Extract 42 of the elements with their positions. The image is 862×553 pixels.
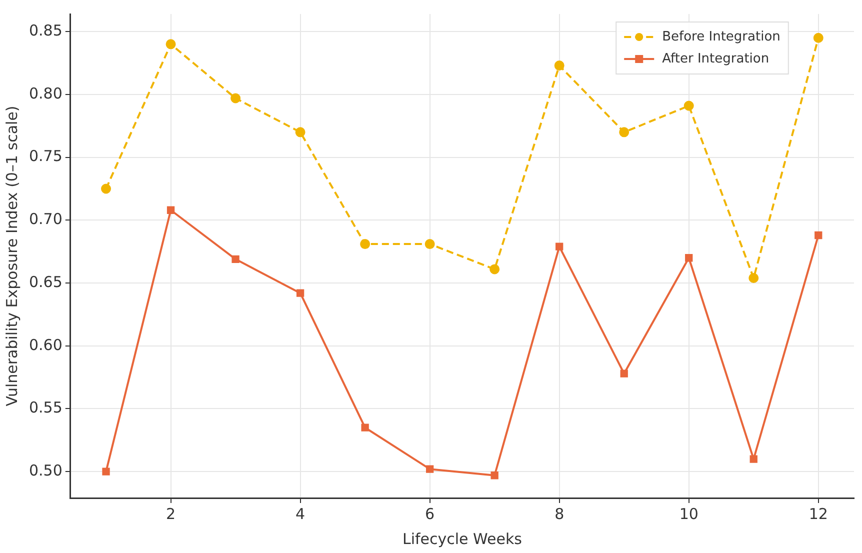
point (295, 127, 306, 138)
point (232, 255, 240, 263)
y-tick-label: 0.50 (28, 461, 62, 480)
point (490, 264, 500, 274)
x-tick-label: 8 (554, 504, 564, 523)
point (685, 254, 693, 262)
y-tick-label: 0.75 (28, 147, 62, 166)
point (684, 100, 694, 111)
point (813, 32, 824, 43)
point (426, 465, 434, 473)
y-tick-label: 0.85 (28, 21, 62, 40)
point (814, 231, 822, 240)
y-tick-label: 0.80 (28, 84, 62, 102)
x-tick-label: 2 (166, 504, 176, 523)
point (619, 127, 630, 138)
point (296, 289, 304, 297)
y-axis-title: Vulnerability Exposure Index (0–1 scale) (2, 106, 21, 406)
point (620, 370, 628, 378)
x-tick-label: 12 (808, 504, 828, 523)
x-tick-label: 4 (296, 504, 306, 523)
legend-label: After Integration (662, 51, 770, 66)
point (360, 239, 370, 250)
point (424, 239, 435, 250)
x-tick-label: 6 (425, 504, 435, 523)
x-tick-label: 10 (679, 504, 698, 523)
point (748, 273, 759, 283)
point (490, 472, 498, 480)
point (556, 242, 564, 250)
y-tick-label: 0.70 (28, 210, 62, 228)
y-tick-label: 0.60 (28, 336, 62, 354)
point (101, 184, 112, 194)
point (166, 206, 175, 214)
point (750, 455, 758, 463)
point (102, 468, 110, 476)
point (554, 60, 564, 71)
point (361, 424, 369, 432)
y-tick-label: 0.55 (28, 398, 62, 417)
point (230, 93, 241, 104)
point (166, 39, 176, 50)
x-axis-title: Lifecycle Weeks (402, 530, 522, 548)
y-tick-label: 0.65 (28, 272, 62, 291)
legend-label: Before Integration (662, 29, 780, 44)
